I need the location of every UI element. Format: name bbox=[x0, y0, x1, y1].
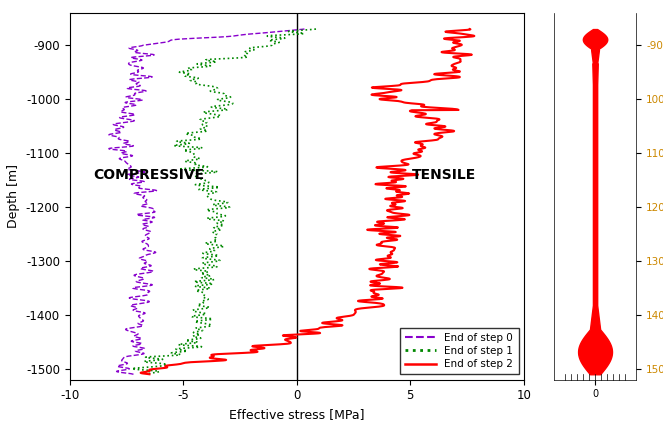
End of step 1 bbox=[184, 72, 192, 77]
End of step 2 bbox=[417, 143, 425, 148]
Y-axis label: Depth [m]: Depth [m] bbox=[7, 164, 20, 228]
End of step 2 bbox=[434, 72, 442, 77]
End of step 2 bbox=[385, 215, 392, 220]
End of step 0 bbox=[127, 85, 135, 90]
End of step 1 bbox=[211, 85, 219, 90]
End of step 0 bbox=[126, 176, 134, 181]
Line: End of step 0: End of step 0 bbox=[109, 29, 304, 374]
End of step 0 bbox=[130, 72, 138, 77]
End of step 1 bbox=[170, 143, 178, 148]
Legend: End of step 0, End of step 1, End of step 2: End of step 0, End of step 1, End of ste… bbox=[400, 328, 518, 375]
End of step 2 bbox=[383, 208, 391, 213]
Text: COMPRESSIVE: COMPRESSIVE bbox=[93, 168, 205, 182]
End of step 1 bbox=[143, 372, 151, 377]
End of step 0 bbox=[129, 143, 137, 148]
End of step 1 bbox=[197, 176, 205, 181]
End of step 0 bbox=[149, 208, 156, 213]
End of step 2 bbox=[369, 85, 377, 90]
End of step 1 bbox=[204, 208, 211, 213]
X-axis label: Effective stress [MPa]: Effective stress [MPa] bbox=[229, 408, 365, 421]
End of step 0 bbox=[151, 215, 158, 220]
End of step 1 bbox=[312, 27, 320, 32]
Text: TENSILE: TENSILE bbox=[412, 168, 477, 182]
End of step 2 bbox=[399, 176, 407, 181]
End of step 1 bbox=[208, 215, 216, 220]
End of step 0 bbox=[129, 372, 137, 377]
End of step 2 bbox=[465, 27, 473, 32]
Line: End of step 2: End of step 2 bbox=[141, 29, 474, 374]
End of step 2 bbox=[145, 372, 153, 377]
End of step 0 bbox=[300, 27, 308, 32]
Line: End of step 1: End of step 1 bbox=[132, 29, 316, 374]
